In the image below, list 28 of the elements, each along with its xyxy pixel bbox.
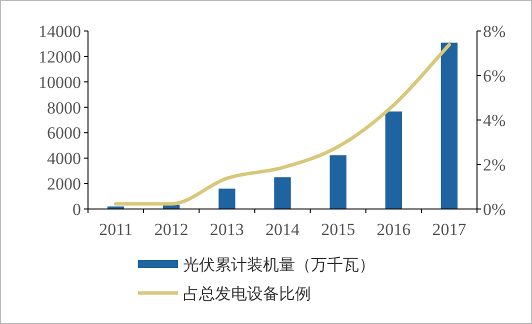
x-tick-label: 2014	[266, 220, 300, 239]
x-tick-label: 2013	[210, 220, 244, 239]
legend-label: 占总发电设备比例	[183, 285, 311, 303]
bar	[330, 155, 346, 209]
y-tick-label: 14000	[38, 22, 81, 41]
bar	[218, 188, 236, 209]
y-tick-label: 0	[72, 200, 81, 219]
bar	[274, 177, 291, 209]
y2-tick-label: 4%	[483, 111, 506, 130]
y2-tick-label: 0%	[483, 200, 506, 219]
y-tick-label: 2000	[47, 174, 81, 194]
y2-tick-label: 6%	[483, 66, 506, 86]
line-series	[114, 43, 451, 206]
y-tick-label: 8000	[47, 98, 81, 118]
bar	[440, 42, 458, 209]
y-tick-label: 4000	[47, 149, 81, 168]
y-tick-label: 10000	[38, 72, 81, 92]
y2-tick-label: 8%	[483, 22, 506, 41]
y-tick-label: 6000	[47, 124, 81, 143]
x-tick-label: 2017	[432, 220, 467, 239]
x-tick-label: 2011	[99, 220, 132, 239]
x-tick-label: 2015	[321, 220, 356, 239]
y2-tick-label: 2%	[483, 156, 506, 174]
legend-label: 光伏累计装机量（万千瓦）	[183, 256, 375, 274]
bar	[385, 111, 402, 209]
x-tick-label: 2012	[154, 220, 188, 239]
x-tick-label: 2016	[376, 220, 411, 239]
y-tick-label: 12000	[38, 47, 81, 66]
